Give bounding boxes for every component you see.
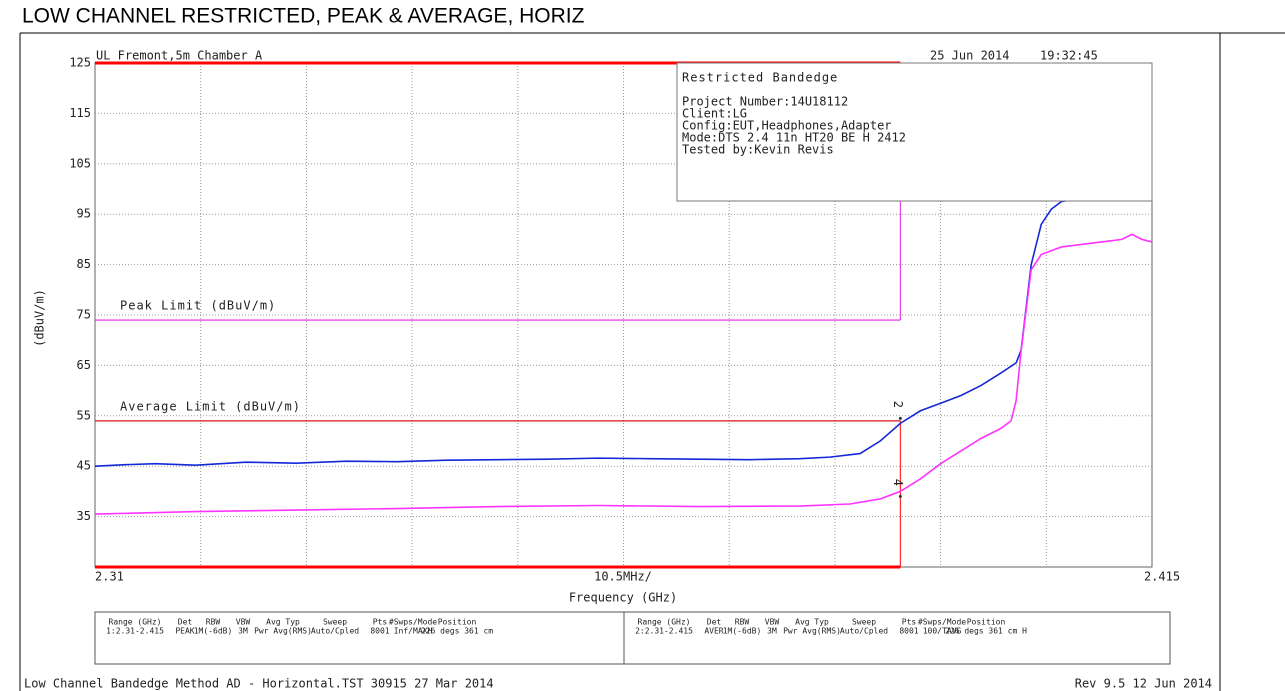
settings-header: Position xyxy=(967,618,1006,627)
annotation-title: Restricted Bandedge xyxy=(682,71,838,85)
chart-title: LOW CHANNEL RESTRICTED, PEAK & AVERAGE, … xyxy=(22,5,585,28)
y-tick-label: 115 xyxy=(69,106,91,120)
settings-header: RBW xyxy=(206,618,221,627)
annotation-line: Project Number:14U18112 xyxy=(682,95,848,109)
settings-cell: 1M(-6dB) xyxy=(723,627,762,636)
settings-cell: Pwr Avg(RMS) xyxy=(783,627,841,636)
settings-cell: 1:2.31-2.415 xyxy=(106,627,164,636)
y-tick-label: 65 xyxy=(77,358,91,372)
annotation-line: Client:LG xyxy=(682,107,747,121)
settings-cell: 100/TAVG xyxy=(923,627,962,636)
settings-header: Range (GHz) xyxy=(638,618,691,627)
settings-cell: AVER xyxy=(704,627,723,636)
settings-cell: 1M(-6dB) xyxy=(194,627,233,636)
settings-header: RBW xyxy=(735,618,750,627)
settings-cell: PEAK xyxy=(175,627,194,636)
annotation-line: Tested by:Kevin Revis xyxy=(682,143,834,157)
x-division-label: 10.5MHz/ xyxy=(594,570,652,584)
settings-cell: 8001 xyxy=(370,627,389,636)
limit-label: Average Limit (dBuV/m) xyxy=(120,399,301,413)
settings-cell: 8001 xyxy=(899,627,918,636)
header-time: 19:32:45 xyxy=(1040,49,1098,63)
y-tick-label: 45 xyxy=(77,459,91,473)
annotation-line: Config:EUT,Headphones,Adapter xyxy=(682,119,892,133)
annotation-line: Mode:DTS 2.4 11n HT20 BE H 2412 xyxy=(682,131,906,145)
settings-cell: Auto/Cpled xyxy=(840,627,888,636)
settings-cell: Auto/Cpled xyxy=(311,627,359,636)
settings-header: Avg Typ xyxy=(266,618,300,627)
x-tick-label: 2.31 xyxy=(95,570,124,584)
y-tick-label: 35 xyxy=(77,509,91,523)
marker-label: 4 xyxy=(891,479,905,486)
header-date: 25 Jun 2014 xyxy=(930,49,1009,63)
y-tick-label: 95 xyxy=(77,207,91,221)
settings-cell: 3M xyxy=(238,627,248,636)
header-left: UL Fremont,5m Chamber A xyxy=(96,49,263,63)
settings-header: #Swps/Mode xyxy=(389,618,437,627)
settings-header: Det xyxy=(707,618,722,627)
marker xyxy=(898,416,902,420)
y-tick-label: 75 xyxy=(77,308,91,322)
settings-header: #Swps/Mode xyxy=(918,618,966,627)
settings-cell: 2:2.31-2.415 xyxy=(635,627,693,636)
trace xyxy=(94,186,1153,467)
settings-header: Sweep xyxy=(852,618,876,627)
settings-header: Det xyxy=(178,618,193,627)
marker-label: 2 xyxy=(891,401,905,408)
footer-left: Low Channel Bandedge Method AD - Horizon… xyxy=(24,677,494,691)
trace xyxy=(94,233,1153,515)
settings-cell: Inf/MAXH xyxy=(394,627,433,636)
settings-header: Avg Typ xyxy=(795,618,829,627)
settings-header: VBW xyxy=(236,618,251,627)
settings-header: Pts xyxy=(902,618,917,627)
y-tick-label: 105 xyxy=(69,156,91,170)
settings-header: Range (GHz) xyxy=(109,618,162,627)
settings-header: VBW xyxy=(765,618,780,627)
x-tick-label: 2.415 xyxy=(1144,570,1180,584)
y-tick-label: 125 xyxy=(69,56,91,70)
y-tick-label: 55 xyxy=(77,408,91,422)
y-axis-label: (dBuV/m) xyxy=(33,289,47,347)
footer-right: Rev 9.5 12 Jun 2014 xyxy=(1075,677,1212,691)
settings-header: Position xyxy=(438,618,477,627)
settings-header: Pts xyxy=(373,618,388,627)
settings-cell: 226 degs 361 cm H xyxy=(945,627,1027,636)
settings-table xyxy=(94,611,1171,665)
settings-cell: 3M xyxy=(767,627,777,636)
y-tick-label: 85 xyxy=(77,257,91,271)
limit-label: Peak Limit (dBuV/m) xyxy=(120,299,276,313)
marker xyxy=(898,494,902,498)
settings-cell: 226 degs 361 cm xyxy=(421,627,493,636)
settings-header: Sweep xyxy=(323,618,347,627)
annotation-box xyxy=(676,62,1153,202)
settings-cell: Pwr Avg(RMS) xyxy=(254,627,312,636)
x-axis-label: Frequency (GHz) xyxy=(569,591,677,605)
